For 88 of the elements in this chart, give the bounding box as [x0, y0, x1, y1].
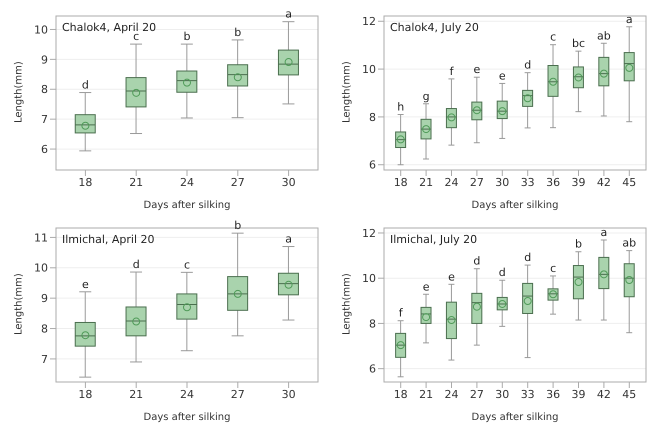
annotation: ab	[597, 29, 611, 42]
text: Ilmichal, April 20	[62, 233, 155, 246]
y-tick-label: 8	[369, 317, 376, 330]
y-tick-label: 9	[41, 53, 48, 66]
annotation: bc	[572, 37, 586, 50]
x-axis-title: Days after silking	[472, 412, 558, 423]
y-tick-label: 8	[41, 322, 48, 336]
x-tick-label: 21	[419, 176, 434, 189]
x-tick-label: 27	[230, 176, 245, 189]
annotation: d	[524, 251, 532, 264]
x-tick-label: 24	[444, 176, 458, 189]
x-tick-label: 24	[180, 176, 194, 189]
y-tick-label: 9	[41, 292, 48, 306]
annotation: e	[474, 63, 481, 76]
annotation: d	[132, 258, 140, 272]
x-tick-label: 18	[78, 388, 92, 401]
annotation: f	[450, 64, 455, 78]
annotation: b	[184, 30, 191, 44]
x-tick-label: 21	[129, 388, 144, 401]
x-tick-label: 30	[495, 388, 510, 401]
annotation: a	[285, 232, 292, 246]
x-tick-label: 27	[470, 388, 484, 401]
x-tick-label: 36	[546, 176, 560, 189]
annotation: e	[422, 280, 430, 294]
annotation: e	[82, 278, 90, 291]
x-axis-title: Days after silking	[144, 200, 230, 211]
annotation: c	[550, 30, 556, 44]
annotation: d	[524, 58, 532, 72]
x-tick-label: 45	[622, 176, 636, 189]
x-tick-label: 33	[520, 176, 535, 189]
y-tick-label: 10	[362, 272, 376, 286]
text: Ilmichal, July 20	[390, 233, 478, 246]
x-tick-label: 27	[470, 176, 484, 189]
x-tick-label: 42	[596, 388, 611, 401]
x-tick-label: 24	[180, 388, 194, 401]
y-tick-label: 8	[41, 83, 48, 96]
x-tick-label: 39	[572, 388, 586, 401]
x-tick-label: 18	[394, 388, 408, 401]
text: Chalok4, July 20	[390, 21, 479, 34]
x-tick-label: 30	[282, 388, 296, 401]
y-tick-label: 10	[34, 262, 48, 275]
x-tick-label: 36	[546, 388, 560, 401]
annotation: d	[82, 78, 89, 92]
x-tick-label: 21	[129, 176, 144, 189]
y-tick-label: 6	[41, 142, 48, 156]
y-tick-label: 11	[34, 231, 48, 244]
y-axis-title: Length(mm)	[342, 273, 353, 335]
annotation: b	[234, 219, 242, 232]
x-tick-label: 30	[282, 176, 296, 189]
annotation: a	[285, 8, 292, 21]
x-tick-label: 18	[394, 176, 408, 189]
annotation: d	[473, 254, 480, 268]
y-tick-label: 8	[369, 110, 376, 124]
annotation: e	[498, 69, 506, 82]
y-axis-title: Length(mm)	[342, 61, 353, 123]
annotation: d	[498, 266, 506, 280]
y-tick-label: 10	[34, 23, 48, 36]
y-tick-label: 12	[362, 15, 376, 28]
annotation: b	[234, 26, 242, 39]
x-axis-title: Days after silking	[144, 412, 230, 423]
annotation: c	[184, 258, 190, 272]
x-tick-label: 24	[444, 388, 458, 401]
annotation: a	[600, 226, 608, 239]
y-tick-label: 6	[369, 362, 376, 376]
x-tick-label: 18	[78, 176, 92, 189]
y-tick-label: 12	[362, 226, 376, 240]
annotation: h	[397, 100, 404, 114]
annotation: g	[422, 90, 430, 103]
x-tick-label: 21	[419, 388, 434, 401]
x-tick-label: 33	[520, 388, 535, 401]
x-tick-label: 42	[596, 176, 611, 189]
x-tick-label: 27	[230, 388, 245, 401]
annotation: e	[448, 270, 456, 284]
x-axis-title: Days after silking	[472, 200, 558, 211]
annotation: ab	[622, 236, 636, 250]
y-tick-label: 7	[41, 113, 48, 126]
y-tick-label: 6	[369, 158, 376, 172]
y-tick-label: 7	[41, 352, 48, 366]
annotation: f	[398, 306, 404, 320]
x-tick-label: 45	[622, 388, 636, 401]
annotation: b	[575, 238, 582, 251]
y-axis-title: Length(mm)	[14, 273, 25, 335]
x-tick-label: 39	[572, 176, 586, 189]
y-tick-label: 10	[362, 62, 376, 76]
x-tick-label: 30	[495, 176, 510, 189]
y-axis-title: Length(mm)	[14, 61, 25, 123]
annotation: c	[550, 262, 556, 275]
annotation: a	[626, 12, 633, 26]
